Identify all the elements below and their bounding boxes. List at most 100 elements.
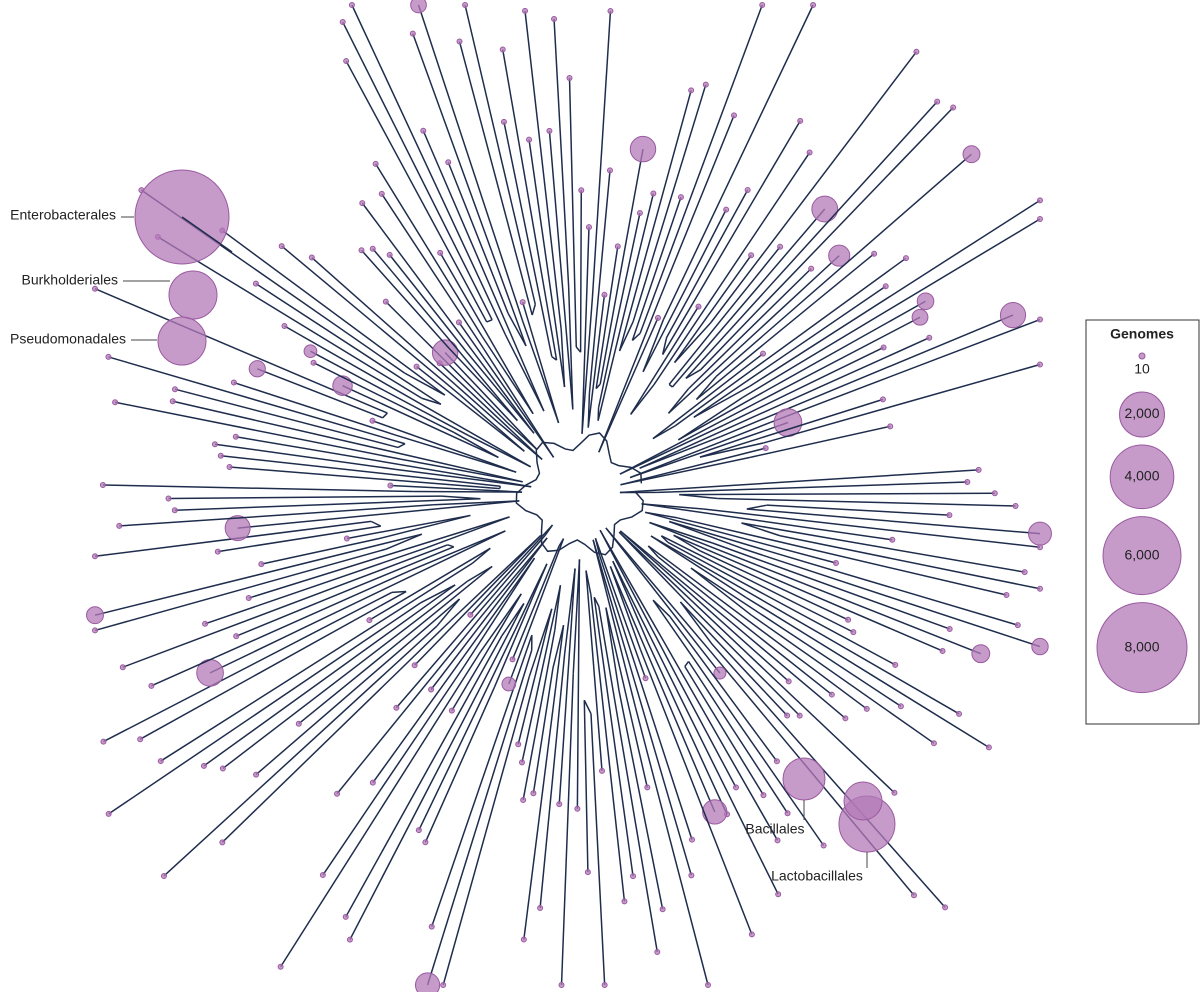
tip <box>116 522 123 529</box>
branch <box>572 559 581 674</box>
branch <box>576 559 581 809</box>
branch <box>659 115 735 297</box>
tip <box>939 647 946 654</box>
tip <box>119 664 126 671</box>
branch <box>552 624 565 669</box>
tip <box>748 252 755 259</box>
branch <box>598 606 659 953</box>
branch <box>528 608 553 677</box>
tip <box>677 194 684 201</box>
branch <box>699 398 884 458</box>
branch <box>389 254 467 352</box>
tip <box>659 906 666 913</box>
branch <box>221 619 452 843</box>
branch <box>163 625 438 877</box>
branch <box>647 545 659 558</box>
branch <box>108 356 406 445</box>
branch <box>507 422 538 451</box>
branch <box>685 369 702 380</box>
branch <box>404 372 446 396</box>
tip <box>1037 361 1043 368</box>
tip <box>558 982 565 988</box>
branch <box>416 366 525 452</box>
branch <box>679 493 718 500</box>
legend-label: 2,000 <box>1124 405 1159 421</box>
branch <box>464 4 537 305</box>
tip <box>797 117 804 124</box>
tip <box>880 344 887 351</box>
branch <box>688 268 812 390</box>
branch <box>595 246 619 389</box>
branch <box>382 412 388 419</box>
branch <box>168 495 442 500</box>
tip <box>467 611 474 618</box>
legend-bubble <box>1138 352 1146 360</box>
tip <box>387 482 394 489</box>
branch <box>699 550 849 621</box>
tip <box>359 200 366 207</box>
tip <box>303 344 318 359</box>
tip <box>448 707 455 714</box>
tip <box>705 982 712 988</box>
branch <box>741 522 1025 573</box>
branch <box>298 565 493 725</box>
tip <box>584 869 591 876</box>
branch <box>493 563 548 688</box>
branch <box>746 504 767 510</box>
order-label: Lactobacillales <box>771 868 863 884</box>
tip <box>501 676 517 692</box>
branch <box>515 432 644 556</box>
branch <box>203 584 456 767</box>
branch <box>281 245 461 396</box>
branch <box>669 615 778 762</box>
tip <box>828 244 851 267</box>
tip <box>411 662 418 669</box>
branch <box>160 562 473 762</box>
order-label: Pseudomonadales <box>10 331 126 347</box>
tip <box>518 759 525 766</box>
bubble <box>782 757 826 801</box>
branch <box>256 368 383 419</box>
tip <box>934 98 941 105</box>
branch <box>649 521 982 655</box>
tip <box>991 490 998 497</box>
tip <box>999 302 1027 329</box>
branch <box>442 675 531 986</box>
branch <box>618 90 692 352</box>
tip <box>224 515 251 542</box>
branch <box>108 602 422 815</box>
branch <box>717 497 1016 507</box>
tip <box>946 512 953 519</box>
branch <box>465 350 535 434</box>
tip <box>891 789 898 796</box>
bubble <box>843 781 883 821</box>
tip <box>217 452 224 459</box>
tip <box>892 661 899 668</box>
branch <box>563 568 576 654</box>
branch <box>528 139 566 388</box>
tip <box>520 936 527 943</box>
branch <box>447 161 509 314</box>
branch <box>673 254 752 364</box>
branch <box>684 666 765 796</box>
tip <box>100 738 107 745</box>
branch <box>345 60 488 323</box>
branch <box>634 706 709 986</box>
branch <box>749 199 1041 387</box>
branch <box>673 534 943 652</box>
tip <box>252 280 259 287</box>
branch <box>400 458 523 483</box>
branch <box>598 317 659 453</box>
branch <box>94 548 386 632</box>
branch <box>548 130 574 410</box>
branch <box>511 545 560 660</box>
tip <box>169 398 176 405</box>
tip <box>437 249 444 256</box>
branch <box>466 565 493 583</box>
branch <box>567 286 574 410</box>
branch <box>102 484 414 493</box>
branch <box>673 321 712 364</box>
branch <box>521 301 560 424</box>
branch <box>662 4 814 321</box>
branch <box>723 346 884 426</box>
